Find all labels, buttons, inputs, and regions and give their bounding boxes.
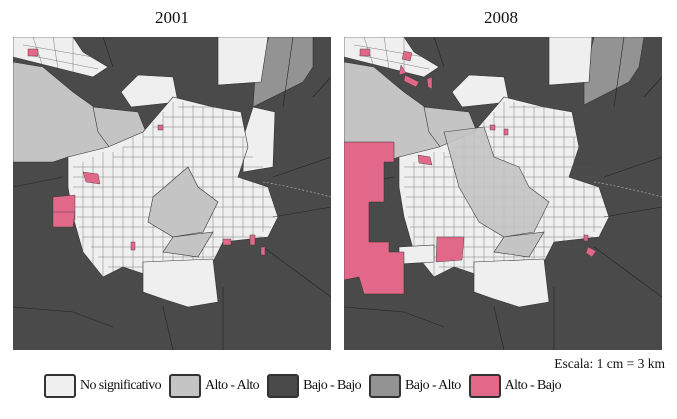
legend-label: No significativo [80,378,162,393]
legend-label: Bajo - Alto [405,378,461,393]
legend-swatch-alto-alto [169,374,201,398]
legend-item-alto-alto: Alto - Alto [169,374,260,398]
legend-label: Alto - Alto [205,378,260,393]
legend-swatch-bajo-bajo [267,374,300,398]
legend-item-bajo-bajo: Bajo - Bajo [267,374,362,398]
map-2008 [344,37,662,350]
map-title-2008: 2008 [484,8,518,27]
legend-swatch-alto-bajo [468,374,501,398]
legend-item-bajo-alto: Bajo - Alto [369,374,461,398]
legend-item-no-significativo: No significativo [44,374,162,398]
map-title-2001: 2001 [155,8,189,27]
legend-label: Bajo - Bajo [303,378,362,393]
legend-item-alto-bajo: Alto - Bajo [468,374,562,398]
legend-swatch-no-significativo [44,374,76,398]
map-2001 [13,37,331,350]
legend-label: Alto - Bajo [504,378,562,393]
scale-label: Escala: 1 cm = 3 km [554,356,665,371]
legend-swatch-bajo-alto [369,374,402,398]
legend: No significativo Alto - Alto Bajo - Bajo… [44,374,569,398]
